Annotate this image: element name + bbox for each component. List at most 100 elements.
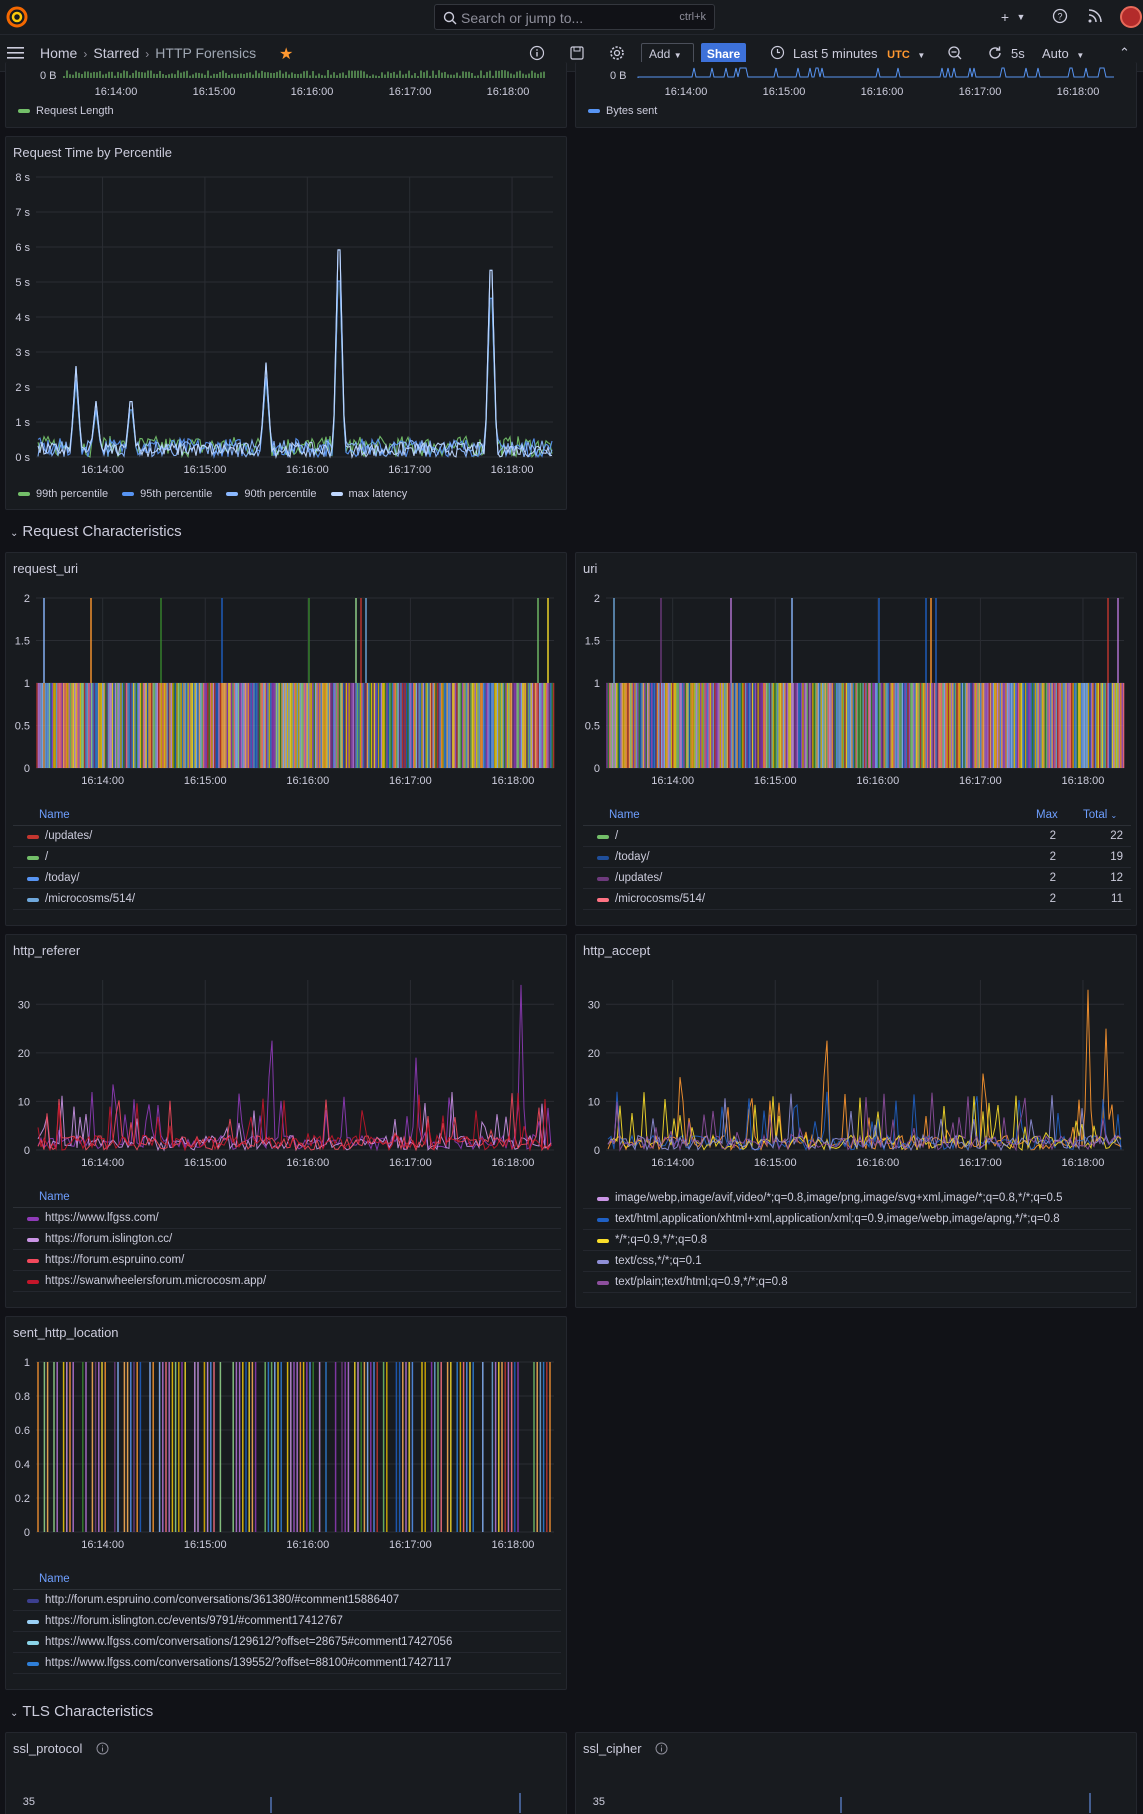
settings-gear-icon[interactable]	[609, 45, 625, 64]
zoom-out-icon[interactable]	[947, 45, 963, 64]
legend-row[interactable]: image/webp,image/avif,video/*;q=0.8,imag…	[583, 1188, 1131, 1209]
legend-name-header[interactable]: Name	[39, 1191, 70, 1203]
legend-row[interactable]: http://forum.espruino.com/conversations/…	[13, 1590, 561, 1611]
panel-title[interactable]: Request Time by Percentile	[13, 145, 172, 160]
panel-request-uri: request_uri 0 0.5 1 1.5 2 16:14:00 16:15:00 16:…	[5, 552, 567, 926]
info-icon[interactable]	[96, 1742, 109, 1755]
panel-title[interactable]: uri	[583, 561, 598, 576]
legend-row[interactable]: https://www.lfgss.com/	[13, 1208, 561, 1229]
breadcrumb-home[interactable]: Home	[40, 45, 78, 61]
x-axis-tick: 16:15:00	[193, 86, 236, 98]
y-axis-tick: 0	[24, 763, 30, 775]
legend-row[interactable]: /today/	[13, 868, 561, 889]
panel-title[interactable]: request_uri	[13, 561, 79, 576]
series-line	[37, 249, 553, 459]
chevron-down-icon: ⌄	[10, 528, 19, 539]
request-uri-legend: Name /updates/ / /today/ /microcosms/514/	[13, 808, 561, 910]
legend-name-header[interactable]: Name	[609, 809, 640, 821]
info-icon[interactable]	[655, 1742, 668, 1755]
legend-row[interactable]: text/css,*/*;q=0.1	[583, 1251, 1131, 1272]
panel-title[interactable]: ssl_cipher	[583, 1741, 642, 1756]
series-swatch	[18, 109, 30, 113]
legend-row[interactable]: text/html,application/xhtml+xml,applicat…	[583, 1209, 1131, 1230]
legend-row[interactable]: /today/2 19	[583, 847, 1131, 868]
legend-item[interactable]: 90th percentile	[226, 488, 317, 500]
news-rss-icon[interactable]	[1086, 8, 1104, 26]
save-icon[interactable]	[569, 45, 585, 64]
legend-row[interactable]: https://www.lfgss.com/conversations/1395…	[13, 1653, 561, 1674]
menu-hamburger-icon[interactable]	[7, 46, 25, 63]
legend-row[interactable]: */*;q=0.9,*/*;q=0.8	[583, 1230, 1131, 1251]
legend-item[interactable]: Bytes sent	[588, 105, 657, 117]
x-axis-tick: 16:18:00	[492, 1157, 535, 1169]
legend-row[interactable]: /2 22	[583, 826, 1131, 847]
series-line	[607, 1092, 1122, 1152]
series-line	[607, 1092, 1122, 1151]
y-axis-tick: 3 s	[15, 347, 30, 359]
auto-refresh-picker[interactable]: Auto ▼	[1042, 46, 1084, 72]
chevron-right-icon: ›	[83, 47, 88, 61]
legend-total-header[interactable]: Total ⌄	[1083, 809, 1117, 821]
legend-row[interactable]: /updates/	[13, 826, 561, 847]
panel-request-length: 0 B 16:14:00 16:15:00 16:16:00 16:17:00 16:1…	[5, 62, 567, 128]
legend-label: 95th percentile	[140, 488, 213, 500]
new-plus-icon[interactable]: +	[1000, 9, 1010, 25]
legend-item[interactable]: 99th percentile	[18, 488, 108, 500]
legend-row[interactable]: https://forum.islington.cc/events/9791/#…	[13, 1611, 561, 1632]
axis-tick: 35	[593, 1796, 605, 1808]
x-axis-tick: 16:14:00	[665, 86, 708, 98]
refresh-icon[interactable]	[987, 45, 1003, 64]
legend-name-header[interactable]: Name	[39, 1573, 70, 1585]
breadcrumb-starred[interactable]: Starred	[93, 45, 140, 61]
legend-row[interactable]: https://www.lfgss.com/conversations/1296…	[13, 1632, 561, 1653]
legend-item[interactable]: max latency	[330, 488, 407, 500]
panel-title-group: ssl_cipher	[583, 1741, 668, 1756]
row-request-characteristics[interactable]: ⌄ Request Characteristics	[10, 523, 182, 540]
legend-row[interactable]: /updates/2 12	[583, 868, 1131, 889]
row-tls-characteristics[interactable]: ⌄ TLS Characteristics	[10, 1703, 153, 1720]
chevron-down-icon[interactable]: ▼	[1016, 12, 1026, 22]
panel-title[interactable]: ssl_protocol	[13, 1741, 83, 1756]
legend-header: Name	[13, 1190, 561, 1208]
legend-row[interactable]: /	[13, 847, 561, 868]
help-icon[interactable]: ?	[1051, 8, 1069, 26]
legend-label: */*;q=0.9,*/*;q=0.8	[615, 1234, 708, 1246]
refresh-interval[interactable]: 5s	[1011, 46, 1025, 61]
legend-header: Name	[13, 1572, 561, 1590]
legend-row[interactable]: /microcosms/514/	[13, 889, 561, 910]
legend-row[interactable]: /microcosms/514/2 11	[583, 889, 1131, 910]
legend-row[interactable]: https://forum.islington.cc/	[13, 1229, 561, 1250]
user-avatar[interactable]	[1120, 6, 1142, 28]
legend-total-value: 22	[1110, 830, 1123, 842]
x-axis-tick: 16:16:00	[286, 775, 329, 787]
share-button[interactable]: Share	[701, 43, 746, 65]
time-range-picker[interactable]: Last 5 minutes UTC ▼	[793, 46, 925, 72]
series-line	[37, 280, 553, 460]
svg-text:?: ?	[1057, 12, 1062, 22]
legend-name-header[interactable]: Name	[39, 809, 70, 821]
legend-row[interactable]: https://forum.espruino.com/	[13, 1250, 561, 1271]
dashboard-info-icon[interactable]	[529, 45, 545, 64]
search-input[interactable]: Search or jump to... ctrl+k	[434, 4, 715, 30]
panel-title[interactable]: http_referer	[13, 943, 81, 958]
star-icon[interactable]: ★	[279, 46, 294, 63]
request-time-chart: 0 s 1 s 2 s 3 s 4 s 5 s 6 s 7 s 8 s 16:14:00 16:15…	[15, 172, 553, 476]
x-axis-tick: 16:18:00	[492, 1539, 535, 1551]
legend-item[interactable]: 95th percentile	[122, 488, 212, 500]
series-line	[607, 1091, 1122, 1152]
panel-title[interactable]: http_accept	[583, 943, 651, 958]
legend-row[interactable]: text/plain;text/html;q=0.9,*/*;q=0.8	[583, 1272, 1131, 1293]
y-axis-tick: 10	[18, 1096, 30, 1108]
legend-label: 99th percentile	[36, 488, 109, 500]
legend-item[interactable]: Request Length	[18, 105, 114, 117]
series-swatch	[27, 835, 39, 839]
panel-title[interactable]: sent_http_location	[13, 1325, 119, 1340]
legend-max-header[interactable]: Max	[1036, 809, 1058, 821]
legend-label: https://www.lfgss.com/conversations/1395…	[45, 1657, 452, 1669]
series-line	[37, 280, 553, 459]
collapse-chevron-up-icon[interactable]: ⌃	[1119, 45, 1130, 60]
y-axis-tick: 0	[24, 1527, 30, 1539]
legend-row[interactable]: https://swanwheelersforum.microcosm.app/	[13, 1271, 561, 1292]
grafana-logo-icon[interactable]	[6, 6, 28, 28]
legend-label: /today/	[615, 851, 650, 863]
